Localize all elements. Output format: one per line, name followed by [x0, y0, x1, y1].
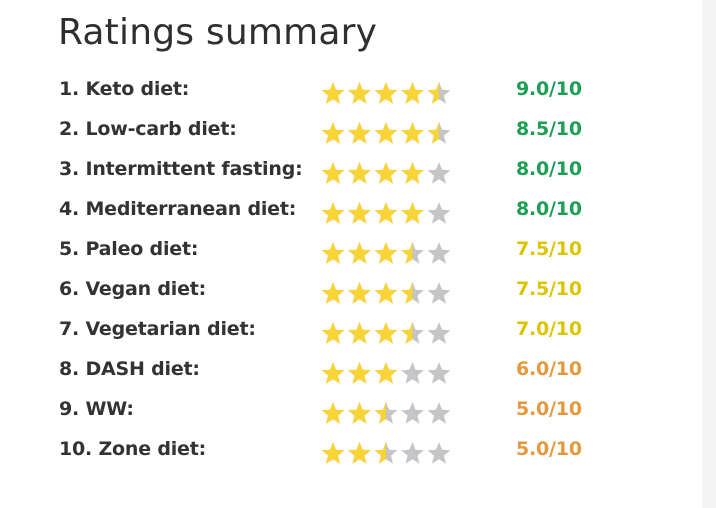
star-icon — [401, 162, 424, 184]
diet-label: 5. Paleo diet: — [59, 238, 199, 260]
star-rating — [321, 82, 451, 104]
star-icon — [427, 442, 451, 464]
star-icon — [427, 82, 451, 104]
star-icon — [321, 242, 345, 264]
star-icon — [401, 202, 424, 224]
star-icon — [374, 322, 398, 344]
star-rating — [321, 282, 451, 304]
star-icon — [401, 282, 424, 304]
score-value: 8.0/10 — [516, 158, 582, 180]
score-value: 9.0/10 — [516, 78, 582, 100]
star-rating — [321, 162, 451, 184]
star-icon — [348, 122, 371, 144]
score-value: 6.0/10 — [516, 358, 582, 380]
star-icon — [348, 242, 371, 264]
score-value: 5.0/10 — [516, 438, 582, 460]
ratings-list: 1. Keto diet: 9.0/10 2. Low-carb diet: 8… — [0, 73, 700, 473]
star-icon — [348, 402, 371, 424]
star-icon — [427, 162, 451, 184]
diet-label: 7. Vegetarian diet: — [59, 318, 256, 340]
star-icon — [348, 82, 371, 104]
diet-label: 2. Low-carb diet: — [59, 118, 237, 140]
star-icon — [427, 242, 451, 264]
star-icon — [321, 442, 345, 464]
star-rating — [321, 202, 451, 224]
star-icon — [401, 82, 424, 104]
star-icon — [348, 162, 371, 184]
score-value: 7.5/10 — [516, 278, 582, 300]
star-icon — [321, 322, 345, 344]
star-icon — [401, 122, 424, 144]
star-icon — [374, 162, 398, 184]
star-icon — [321, 162, 345, 184]
star-icon — [401, 242, 424, 264]
star-icon — [348, 362, 371, 384]
star-icon — [374, 442, 398, 464]
star-icon — [427, 402, 451, 424]
score-value: 7.0/10 — [516, 318, 582, 340]
diet-label: 6. Vegan diet: — [59, 278, 207, 300]
star-icon — [348, 322, 371, 344]
score-value: 5.0/10 — [516, 398, 582, 420]
star-rating — [321, 402, 451, 424]
star-icon — [374, 402, 398, 424]
star-icon — [401, 442, 424, 464]
star-icon — [427, 122, 451, 144]
star-icon — [427, 322, 451, 344]
diet-label: 1. Keto diet: — [59, 78, 190, 100]
rating-row: 9. WW: 5.0/10 — [0, 393, 700, 433]
rating-row: 5. Paleo diet: 7.5/10 — [0, 233, 700, 273]
star-icon — [427, 202, 451, 224]
star-icon — [321, 122, 345, 144]
star-icon — [348, 282, 371, 304]
star-icon — [427, 362, 451, 384]
star-rating — [321, 442, 451, 464]
page-edge — [702, 0, 716, 508]
star-rating — [321, 362, 451, 384]
star-icon — [401, 402, 424, 424]
star-icon — [401, 362, 424, 384]
star-icon — [374, 122, 398, 144]
star-icon — [401, 322, 424, 344]
score-value: 7.5/10 — [516, 238, 582, 260]
rating-row: 8. DASH diet: 6.0/10 — [0, 353, 700, 393]
rating-row: 10. Zone diet: 5.0/10 — [0, 433, 700, 473]
score-value: 8.5/10 — [516, 118, 582, 140]
star-icon — [321, 202, 345, 224]
star-icon — [374, 282, 398, 304]
star-icon — [374, 82, 398, 104]
rating-row: 7. Vegetarian diet: 7.0/10 — [0, 313, 700, 353]
star-icon — [427, 282, 451, 304]
rating-row: 3. Intermittent fasting: 8.0/10 — [0, 153, 700, 193]
page-title: Ratings summary — [58, 12, 378, 53]
star-icon — [374, 362, 398, 384]
rating-row: 2. Low-carb diet: 8.5/10 — [0, 113, 700, 153]
star-icon — [374, 242, 398, 264]
rating-row: 6. Vegan diet: 7.5/10 — [0, 273, 700, 313]
diet-label: 8. DASH diet: — [59, 358, 200, 380]
rating-row: 1. Keto diet: 9.0/10 — [0, 73, 700, 113]
diet-label: 3. Intermittent fasting: — [59, 158, 303, 180]
diet-label: 10. Zone diet: — [59, 438, 207, 460]
star-icon — [321, 362, 345, 384]
star-rating — [321, 322, 451, 344]
star-icon — [348, 202, 371, 224]
star-icon — [321, 402, 345, 424]
star-rating — [321, 122, 451, 144]
score-value: 8.0/10 — [516, 198, 582, 220]
star-icon — [321, 282, 345, 304]
star-icon — [374, 202, 398, 224]
rating-row: 4. Mediterranean diet: 8.0/10 — [0, 193, 700, 233]
star-icon — [348, 442, 371, 464]
star-icon — [321, 82, 345, 104]
diet-label: 9. WW: — [59, 398, 134, 420]
star-rating — [321, 242, 451, 264]
diet-label: 4. Mediterranean diet: — [59, 198, 297, 220]
